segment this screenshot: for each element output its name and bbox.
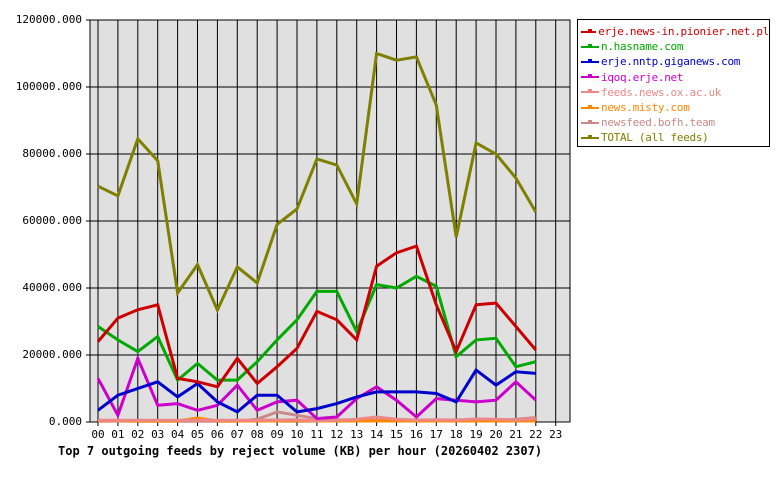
x-tick-label: 19 bbox=[469, 428, 483, 441]
x-tick-label: 22 bbox=[529, 428, 543, 441]
x-tick-label: 08 bbox=[250, 428, 264, 441]
legend-swatch-icon bbox=[581, 134, 599, 139]
y-tick-label: 120000.000 bbox=[15, 13, 82, 26]
x-tick-label: 21 bbox=[509, 428, 523, 441]
y-tick-label: 60000.000 bbox=[22, 214, 82, 227]
legend-label: newsfeed.bofh.team bbox=[601, 116, 715, 130]
legend-item: news.misty.com bbox=[581, 100, 769, 115]
x-tick-label: 14 bbox=[369, 428, 384, 441]
legend-label: feeds.news.ox.ac.uk bbox=[601, 85, 722, 99]
legend-label: n.hasname.com bbox=[601, 40, 684, 54]
legend-swatch-icon bbox=[581, 43, 599, 48]
x-tick-label: 05 bbox=[190, 428, 205, 441]
legend-label: erje.nntp.giganews.com bbox=[601, 55, 741, 69]
y-tick-label: 100000.000 bbox=[15, 80, 82, 93]
legend-label: erje.news-in.pionier.net.pl bbox=[598, 25, 769, 39]
x-tick-label: 17 bbox=[429, 428, 443, 441]
x-tick-label: 15 bbox=[389, 428, 404, 441]
legend-item: n.hasname.com bbox=[581, 39, 769, 54]
y-tick-label: 0.000 bbox=[48, 415, 82, 428]
legend: erje.news-in.pionier.net.pl n.hasname.co… bbox=[577, 19, 770, 147]
x-tick-label: 11 bbox=[310, 428, 324, 441]
series-line bbox=[97, 367, 536, 414]
x-tick-label: 07 bbox=[230, 428, 244, 441]
legend-swatch-icon bbox=[581, 58, 599, 63]
x-tick-label: 18 bbox=[449, 428, 463, 441]
x-tick-label: 04 bbox=[170, 428, 185, 441]
legend-label: news.misty.com bbox=[601, 101, 690, 115]
x-tick-label: 12 bbox=[330, 428, 344, 441]
x-tick-label: 13 bbox=[350, 428, 364, 441]
y-tick-label: 80000.000 bbox=[22, 147, 82, 160]
legend-label: iqoq.erje.net bbox=[601, 70, 684, 84]
x-tick-label: 06 bbox=[210, 428, 225, 441]
legend-swatch-icon bbox=[581, 119, 599, 124]
legend-item: newsfeed.bofh.team bbox=[581, 115, 769, 130]
legend-label: TOTAL (all feeds) bbox=[601, 131, 709, 145]
x-tick-label: 20 bbox=[489, 428, 503, 441]
series-line bbox=[97, 274, 537, 383]
x-tick-label: 03 bbox=[151, 428, 165, 441]
x-tick-label: 01 bbox=[111, 428, 125, 441]
series-lines bbox=[96, 51, 538, 423]
y-tick-label: 40000.000 bbox=[22, 281, 82, 294]
legend-item: feeds.news.ox.ac.uk bbox=[581, 85, 769, 100]
x-tick-label: 10 bbox=[290, 428, 304, 441]
series-line bbox=[96, 354, 537, 421]
y-tick-label: 20000.000 bbox=[22, 348, 82, 361]
legend-swatch-icon bbox=[581, 104, 599, 109]
legend-swatch-icon bbox=[581, 28, 597, 33]
series-line bbox=[98, 415, 536, 423]
legend-swatch-icon bbox=[581, 89, 599, 94]
legend-item: TOTAL (all feeds) bbox=[581, 130, 769, 145]
x-tick-label: 09 bbox=[270, 428, 284, 441]
chart-title: Top 7 outgoing feeds by reject volume (K… bbox=[58, 444, 543, 458]
legend-item: erje.nntp.giganews.com bbox=[581, 54, 769, 69]
x-tick-label: 23 bbox=[549, 428, 563, 441]
legend-item: iqoq.erje.net bbox=[581, 70, 769, 85]
legend-item: erje.news-in.pionier.net.pl bbox=[581, 24, 769, 39]
series-line bbox=[97, 51, 538, 314]
series-line bbox=[96, 244, 537, 389]
x-tick-label: 02 bbox=[131, 428, 145, 441]
x-tick-label: 16 bbox=[409, 428, 424, 441]
legend-swatch-icon bbox=[581, 74, 599, 79]
x-tick-label: 00 bbox=[91, 428, 105, 441]
